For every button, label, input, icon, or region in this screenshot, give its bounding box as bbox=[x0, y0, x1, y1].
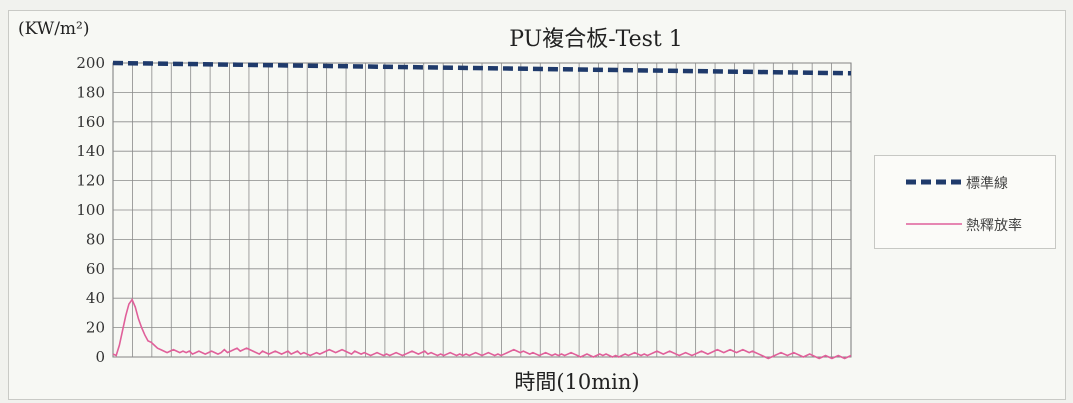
y-tick-label: 0 bbox=[95, 348, 105, 366]
series-heat-release-line bbox=[112, 298, 852, 360]
legend bbox=[874, 155, 1056, 249]
y-tick-label: 120 bbox=[76, 172, 105, 190]
y-axis-label: (KW/m²) bbox=[18, 19, 90, 39]
grid bbox=[112, 62, 852, 358]
legend-label-heat-release: 熱釋放率 bbox=[966, 217, 1022, 234]
y-tick-labels: 0 20 40 60 80 100 120 140 160 180 200 bbox=[76, 54, 105, 366]
y-tick-label: 40 bbox=[86, 289, 105, 307]
legend-label-standard: 標準線 bbox=[966, 176, 1008, 192]
y-tick-label: 20 bbox=[86, 319, 105, 337]
x-axis-label: 時間(10min) bbox=[514, 370, 639, 394]
chart-title: PU複合板-Test 1 bbox=[509, 27, 683, 52]
plot-lines bbox=[112, 60, 852, 360]
y-tick-label: 100 bbox=[76, 201, 105, 219]
y-tick-label: 200 bbox=[76, 54, 105, 72]
y-tick-label: 160 bbox=[76, 113, 105, 131]
y-tick-label: 60 bbox=[86, 260, 105, 278]
y-tick-label: 80 bbox=[86, 230, 105, 248]
y-tick-label: 140 bbox=[76, 142, 105, 160]
y-tick-label: 180 bbox=[76, 83, 105, 101]
series-standard-line bbox=[112, 60, 852, 76]
